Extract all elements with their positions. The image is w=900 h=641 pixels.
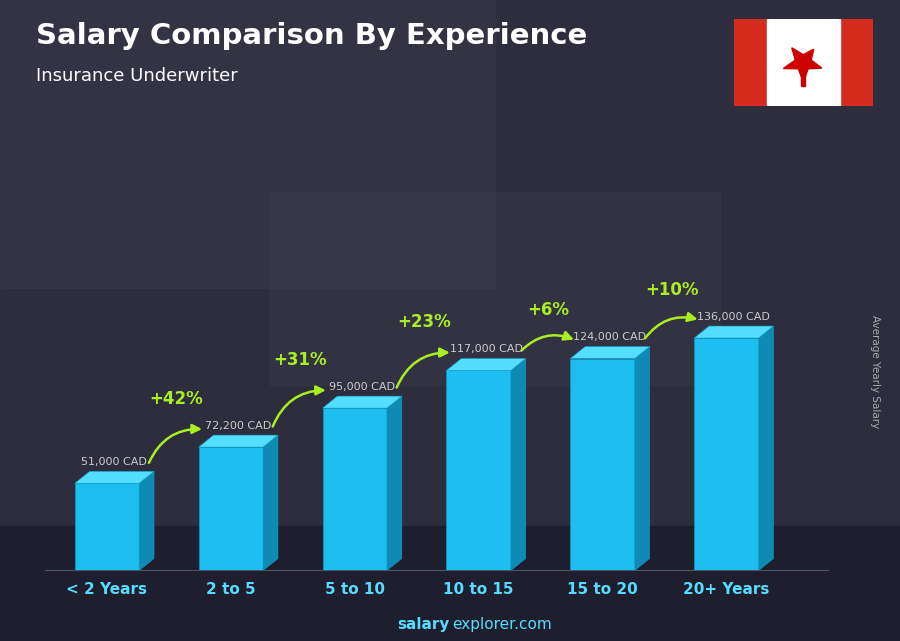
Polygon shape bbox=[322, 396, 401, 408]
Bar bbox=[0, 526, 900, 641]
Bar bbox=[75, 483, 140, 570]
Text: 117,000 CAD: 117,000 CAD bbox=[450, 344, 523, 354]
Polygon shape bbox=[199, 435, 278, 447]
Polygon shape bbox=[140, 471, 154, 570]
Polygon shape bbox=[571, 347, 650, 358]
Bar bbox=[840, 19, 873, 106]
Bar bbox=[270, 192, 720, 385]
Text: +42%: +42% bbox=[149, 390, 203, 408]
Text: 124,000 CAD: 124,000 CAD bbox=[573, 332, 646, 342]
Bar bbox=[0, 0, 900, 526]
Text: explorer.com: explorer.com bbox=[452, 617, 552, 633]
Text: +10%: +10% bbox=[645, 281, 698, 299]
Bar bbox=[734, 19, 767, 106]
Text: 95,000 CAD: 95,000 CAD bbox=[329, 382, 395, 392]
Text: 51,000 CAD: 51,000 CAD bbox=[81, 457, 148, 467]
Polygon shape bbox=[387, 396, 401, 570]
Text: +23%: +23% bbox=[397, 313, 451, 331]
Polygon shape bbox=[694, 326, 773, 338]
Polygon shape bbox=[759, 326, 773, 570]
Bar bbox=[446, 370, 511, 570]
Bar bbox=[694, 338, 759, 570]
Polygon shape bbox=[75, 471, 154, 483]
Polygon shape bbox=[446, 358, 526, 370]
Text: +6%: +6% bbox=[527, 301, 569, 319]
Text: salary: salary bbox=[398, 617, 450, 633]
Bar bbox=[0, 0, 495, 288]
Polygon shape bbox=[783, 48, 822, 82]
Text: +31%: +31% bbox=[274, 351, 327, 369]
Polygon shape bbox=[511, 358, 526, 570]
Bar bbox=[322, 408, 387, 570]
Text: Insurance Underwriter: Insurance Underwriter bbox=[36, 67, 238, 85]
Bar bbox=[199, 447, 263, 570]
Bar bbox=[801, 71, 806, 87]
Text: Average Yearly Salary: Average Yearly Salary bbox=[869, 315, 880, 428]
Text: 136,000 CAD: 136,000 CAD bbox=[698, 312, 770, 322]
Text: Salary Comparison By Experience: Salary Comparison By Experience bbox=[36, 22, 587, 51]
Text: 72,200 CAD: 72,200 CAD bbox=[205, 421, 272, 431]
Bar bbox=[767, 19, 840, 106]
Bar bbox=[571, 358, 634, 570]
Polygon shape bbox=[263, 435, 278, 570]
Polygon shape bbox=[634, 347, 650, 570]
